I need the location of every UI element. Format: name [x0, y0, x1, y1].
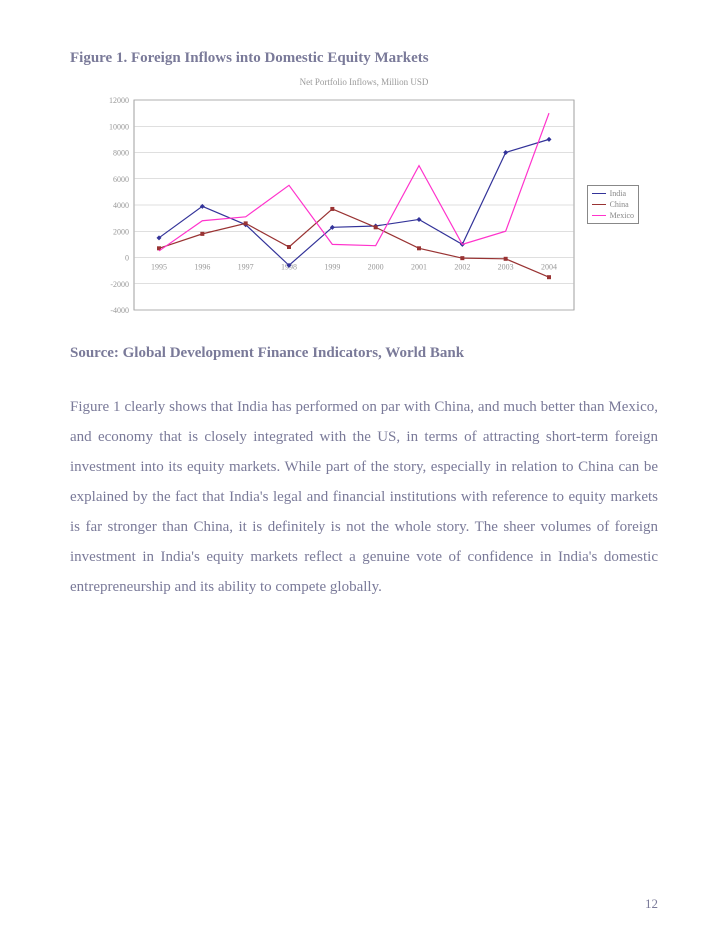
legend-label: India: [610, 188, 626, 199]
legend-label: Mexico: [610, 210, 634, 221]
svg-text:8000: 8000: [113, 149, 129, 158]
svg-text:1995: 1995: [151, 263, 167, 272]
body-paragraph: Figure 1 clearly shows that India has pe…: [70, 392, 658, 602]
legend-item: China: [592, 199, 634, 210]
svg-text:1996: 1996: [194, 263, 210, 272]
page: Figure 1. Foreign Inflows into Domestic …: [0, 0, 728, 942]
figure-title: Figure 1. Foreign Inflows into Domestic …: [70, 50, 658, 67]
legend-swatch: [592, 215, 606, 217]
svg-text:0: 0: [125, 254, 129, 263]
svg-text:2001: 2001: [411, 263, 427, 272]
legend-swatch: [592, 204, 606, 206]
chart-container: Net Portfolio Inflows, Million USD -4000…: [94, 77, 634, 325]
svg-text:2000: 2000: [113, 227, 129, 236]
legend-swatch: [592, 193, 606, 195]
page-number: 12: [645, 896, 658, 912]
chart-legend: IndiaChinaMexico: [587, 185, 639, 224]
legend-item: India: [592, 188, 634, 199]
svg-text:-2000: -2000: [110, 280, 129, 289]
legend-item: Mexico: [592, 210, 634, 221]
svg-text:2003: 2003: [498, 263, 514, 272]
svg-text:10000: 10000: [109, 122, 129, 131]
svg-text:2004: 2004: [541, 263, 557, 272]
svg-text:-4000: -4000: [110, 306, 129, 315]
chart-title: Net Portfolio Inflows, Million USD: [94, 77, 634, 87]
svg-text:2002: 2002: [454, 263, 470, 272]
svg-text:2000: 2000: [368, 263, 384, 272]
chart-svg: -4000 -2000 0 2000 4000 6000 8000 10000 12000 199…: [94, 95, 634, 325]
source-text: Source: Global Development Finance Indic…: [70, 345, 658, 362]
svg-text:4000: 4000: [113, 201, 129, 210]
svg-text:1999: 1999: [324, 263, 340, 272]
svg-text:6000: 6000: [113, 175, 129, 184]
svg-text:1997: 1997: [238, 263, 254, 272]
legend-label: China: [610, 199, 629, 210]
line-chart: -4000 -2000 0 2000 4000 6000 8000 10000 12000 199…: [94, 95, 634, 325]
svg-text:12000: 12000: [109, 96, 129, 105]
